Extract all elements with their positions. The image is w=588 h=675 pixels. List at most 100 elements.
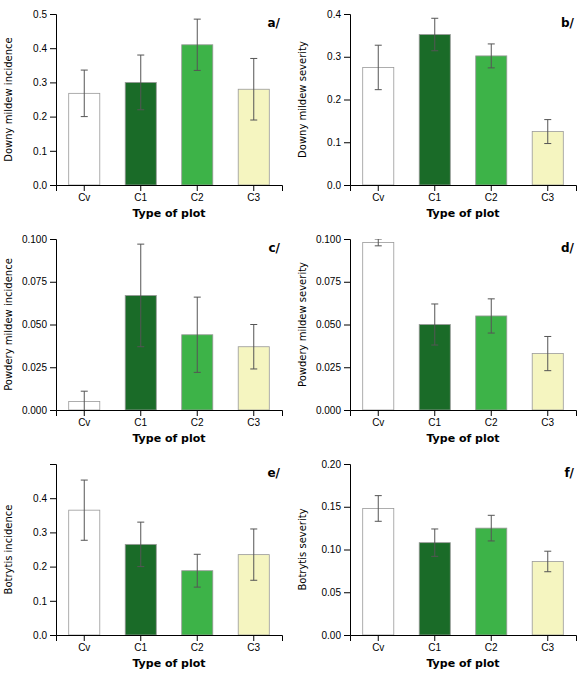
- x-tick-mark: [378, 410, 379, 416]
- x-tick-mark: [547, 185, 548, 191]
- y-tick-mark: [344, 325, 350, 326]
- error-bar-stem: [197, 19, 198, 70]
- error-bar-cap: [194, 70, 201, 71]
- error-bar-stem: [378, 45, 379, 89]
- y-tick-mark: [50, 325, 56, 326]
- y-tick: 0.025: [22, 362, 56, 373]
- x-tick-label: C1: [134, 192, 147, 203]
- error-bar-stem: [491, 299, 492, 333]
- y-tick-mark: [344, 635, 350, 636]
- error-bar-cap: [375, 495, 382, 496]
- x-axis-title: Type of plot: [426, 207, 499, 220]
- x-axis: CvC1C2C3: [57, 410, 283, 428]
- error-bar-cap: [250, 58, 257, 59]
- x-axis-title: Type of plot: [132, 432, 205, 445]
- x-tick-mark: [547, 410, 548, 416]
- error-bar-stem: [84, 70, 85, 117]
- error-bar: [194, 297, 201, 372]
- x-axis-title: Type of plot: [132, 657, 205, 670]
- y-tick: 0.075: [22, 276, 56, 287]
- error-bar-stem: [84, 391, 85, 410]
- error-bar: [544, 551, 551, 572]
- error-bar-cap: [544, 571, 551, 572]
- error-bar-cap: [431, 528, 438, 529]
- panel-label: a/: [268, 16, 281, 30]
- x-tick-mark: [253, 635, 254, 641]
- y-tick-label: 0.025: [22, 362, 47, 373]
- y-tick: 0.0: [327, 180, 350, 191]
- error-bar-stem: [547, 120, 548, 144]
- error-bar-cap: [488, 298, 495, 299]
- x-tick: C3: [247, 410, 260, 428]
- error-bar-cap: [375, 521, 382, 522]
- axis-line: [344, 15, 351, 186]
- x-tick-label: C3: [247, 417, 260, 428]
- panel: 0.000 0.025 0.050 0.075 0.100 CvC1C2C3 Type of…: [3, 234, 283, 445]
- panel: 0.00.10.20.30.4CvC1C2C3Type of plotBotry…: [3, 465, 283, 671]
- error-bar: [431, 18, 438, 50]
- y-axis: 0.00.10.20.30.4: [33, 465, 56, 641]
- y-tick: 0.100: [316, 234, 350, 245]
- y-tick-mark: [50, 532, 56, 533]
- x-tick-label: C1: [134, 642, 147, 653]
- y-tick-mark: [50, 498, 56, 499]
- x-tick: C3: [541, 185, 554, 203]
- y-tick-mark: [50, 185, 56, 186]
- axis-line: [50, 240, 57, 411]
- y-tick: 0.4: [33, 43, 56, 54]
- y-tick: 0.000: [22, 405, 56, 416]
- y-axis-title: Botrytis severity: [297, 508, 308, 590]
- x-tick-mark: [197, 185, 198, 191]
- error-bar-cap: [194, 587, 201, 588]
- y-tick: 0.3: [327, 51, 350, 62]
- y-tick-mark: [50, 48, 56, 49]
- plot-area: [363, 18, 564, 185]
- x-tick-mark: [491, 185, 492, 191]
- axis-line: [57, 411, 283, 417]
- x-tick: Cv: [78, 185, 90, 203]
- error-bar: [137, 244, 144, 347]
- panel-label: f/: [564, 466, 574, 480]
- x-tick: C1: [134, 185, 147, 203]
- x-tick: C2: [485, 185, 498, 203]
- error-bar-stem: [140, 244, 141, 347]
- y-tick-mark: [344, 14, 350, 15]
- error-bar: [544, 120, 551, 144]
- x-axis: CvC1C2C3: [351, 635, 577, 653]
- error-bar-cap: [488, 515, 495, 516]
- y-tick: 0.1: [33, 596, 56, 607]
- x-axis: CvC1C2C3: [351, 410, 577, 428]
- x-tick: C1: [428, 410, 441, 428]
- x-tick-label: Cv: [78, 417, 90, 428]
- error-bar: [375, 239, 382, 246]
- y-tick: 0.1: [327, 137, 350, 148]
- x-tick: C1: [428, 635, 441, 653]
- error-bar: [544, 336, 551, 370]
- y-tick: 0.050: [22, 319, 56, 330]
- y-axis: 0.000.050.100.150.20: [322, 459, 351, 641]
- x-tick: C3: [541, 410, 554, 428]
- y-tick-mark: [50, 14, 56, 15]
- x-tick-mark: [84, 185, 85, 191]
- y-tick: 0.2: [33, 111, 56, 122]
- y-tick-mark: [50, 151, 56, 152]
- error-bar-cap: [250, 368, 257, 369]
- error-bar-cap: [375, 239, 382, 240]
- x-tick: C2: [191, 185, 204, 203]
- y-tick-mark: [50, 282, 56, 283]
- y-tick: 0.2: [33, 561, 56, 572]
- y-tick-label: 0.2: [327, 94, 341, 105]
- x-tick-label: C2: [191, 642, 204, 653]
- error-bar-stem: [253, 529, 254, 580]
- error-bar-stem: [197, 554, 198, 587]
- y-tick-label: 0.100: [22, 234, 47, 245]
- x-tick-mark: [378, 185, 379, 191]
- x-tick-mark: [547, 635, 548, 641]
- error-bar-cap: [81, 480, 88, 481]
- bar: [532, 561, 563, 635]
- panel: 0.00.10.20.30.4CvC1C2C3Type of plotDowny…: [297, 9, 577, 220]
- y-tick-mark: [344, 367, 350, 368]
- y-tick: 0.0: [33, 630, 56, 641]
- y-tick: 0.0: [33, 180, 56, 191]
- y-tick-label: 0.2: [33, 111, 47, 122]
